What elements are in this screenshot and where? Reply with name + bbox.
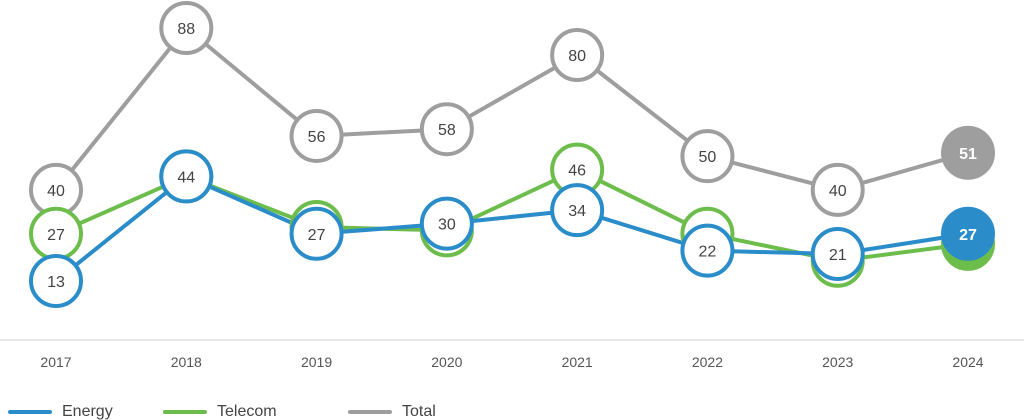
point-total-2021 [550, 27, 605, 82]
point-energy-2023 [810, 227, 865, 282]
x-tick-2020: 2020 [431, 354, 462, 370]
label-total-2023: 40 [829, 183, 847, 200]
legend-label-energy: Energy [62, 403, 113, 420]
legend: Energy Telecom Total [8, 403, 436, 420]
label-energy-2017: 13 [47, 274, 65, 291]
label-total-2020: 58 [438, 122, 456, 139]
label-total-2017: 40 [47, 183, 65, 200]
label-total-2022: 50 [699, 149, 717, 166]
label-energy-2023: 21 [829, 247, 847, 264]
point-total-2020 [419, 102, 474, 157]
x-tick-labels: 2017 2018 2019 2020 2021 2022 2023 2024 [40, 354, 983, 370]
legend-label-total: Total [402, 403, 436, 420]
label-energy-2020: 30 [438, 217, 456, 234]
label-energy-2024: 27 [959, 227, 977, 244]
x-tick-2022: 2022 [692, 354, 723, 370]
point-total-2022 [680, 129, 735, 184]
point-energy-2017 [29, 254, 83, 308]
x-tick-2017: 2017 [40, 354, 71, 370]
x-tick-2019: 2019 [301, 354, 332, 370]
label-total-2024: 51 [959, 146, 977, 163]
point-energy-2024 [941, 206, 995, 261]
point-energy-2021 [550, 183, 605, 238]
x-tick-2021: 2021 [562, 354, 593, 370]
label-telecom-2017: 27 [47, 227, 65, 244]
label-energy-2021: 34 [568, 203, 586, 220]
point-total-2023 [810, 162, 865, 217]
label-energy-2018: 44 [177, 169, 195, 186]
label-energy-2019: 27 [308, 227, 326, 244]
label-total-2019: 56 [308, 129, 326, 146]
x-tick-2024: 2024 [952, 354, 983, 370]
label-energy-2022: 22 [699, 244, 717, 261]
label-telecom-2021: 46 [568, 163, 586, 180]
point-energy-2022 [680, 223, 735, 278]
point-total-2024 [941, 125, 995, 180]
point-energy-2020 [419, 196, 474, 251]
point-energy-2019 [289, 206, 344, 261]
x-tick-2023: 2023 [822, 354, 853, 370]
legend-label-telecom: Telecom [217, 403, 277, 420]
label-total-2018: 88 [177, 21, 195, 38]
point-total-2019 [289, 108, 344, 163]
point-total-2018 [159, 1, 214, 55]
x-tick-2018: 2018 [171, 354, 202, 370]
point-energy-2018 [159, 149, 214, 204]
label-total-2021: 80 [568, 48, 586, 65]
data-points: 4088565880504051274429284627192413442730… [29, 1, 995, 308]
